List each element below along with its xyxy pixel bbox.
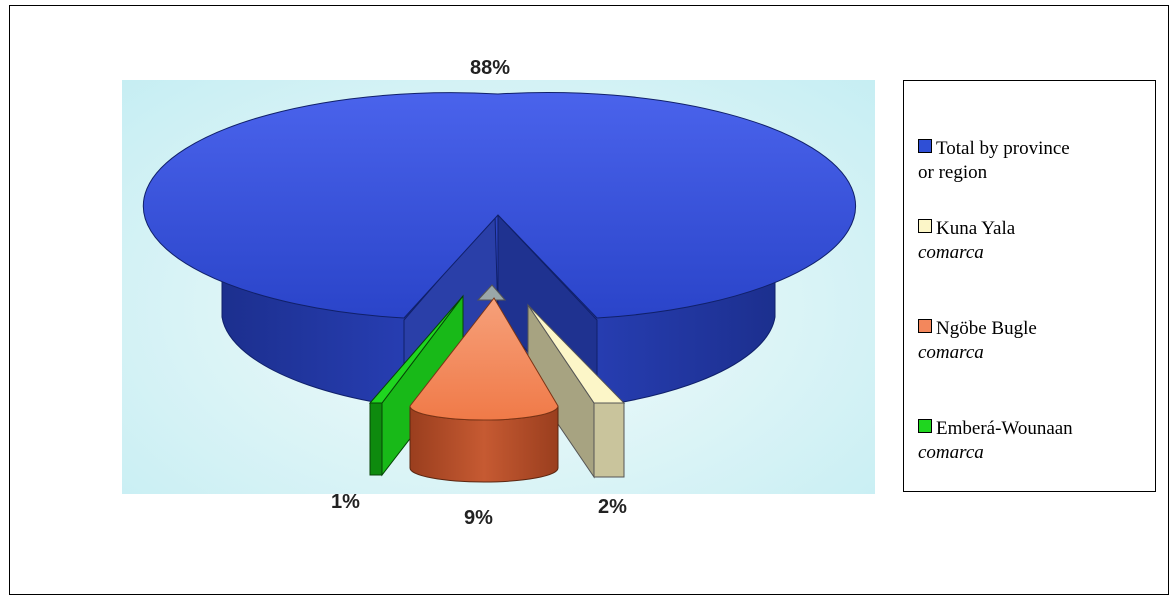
- legend-item-ngobe-bugle: Ngöbe Bugle comarca: [918, 317, 1037, 365]
- data-label-ngobe-bugle: 9%: [464, 507, 493, 529]
- legend-swatch-kuna-yala: [918, 219, 932, 233]
- slice-front-kuna-yala: [593, 402, 625, 478]
- data-label-kuna-yala: 2%: [598, 496, 627, 518]
- legend-label-ngobe-bugle-2: comarca: [918, 342, 984, 363]
- legend-label-kuna-yala-2: comarca: [918, 242, 984, 263]
- legend-label-kuna-yala: Kuna Yala: [936, 218, 1016, 239]
- slice-top-kuna-yala: [527, 304, 626, 404]
- slice-top-embera: [368, 295, 464, 404]
- legend-label-ngobe-bugle: Ngöbe Bugle: [936, 318, 1037, 339]
- data-label-embera: 1%: [331, 491, 360, 513]
- slice-top-ngobe-bugle: [409, 297, 559, 421]
- data-label-total: 88%: [470, 57, 510, 79]
- slice-top-total: [142, 92, 857, 319]
- legend-item-total: Total by province or region: [918, 137, 1070, 185]
- legend-swatch-total: [918, 139, 932, 153]
- legend-label-total: Total by province: [936, 138, 1070, 159]
- legend-swatch-embera: [918, 419, 932, 433]
- legend-item-embera: Emberá-Wounaan comarca: [918, 417, 1073, 465]
- slice-front-embera: [369, 402, 383, 476]
- legend: Total by province or region Kuna Yala co…: [903, 80, 1156, 492]
- legend-label-total-2: or region: [918, 162, 988, 183]
- legend-item-kuna-yala: Kuna Yala comarca: [918, 217, 1015, 265]
- legend-label-embera: Emberá-Wounaan: [936, 418, 1073, 439]
- legend-label-embera-2: comarca: [918, 442, 984, 463]
- slice-gap-shadow: [476, 284, 507, 301]
- legend-swatch-ngobe-bugle: [918, 319, 932, 333]
